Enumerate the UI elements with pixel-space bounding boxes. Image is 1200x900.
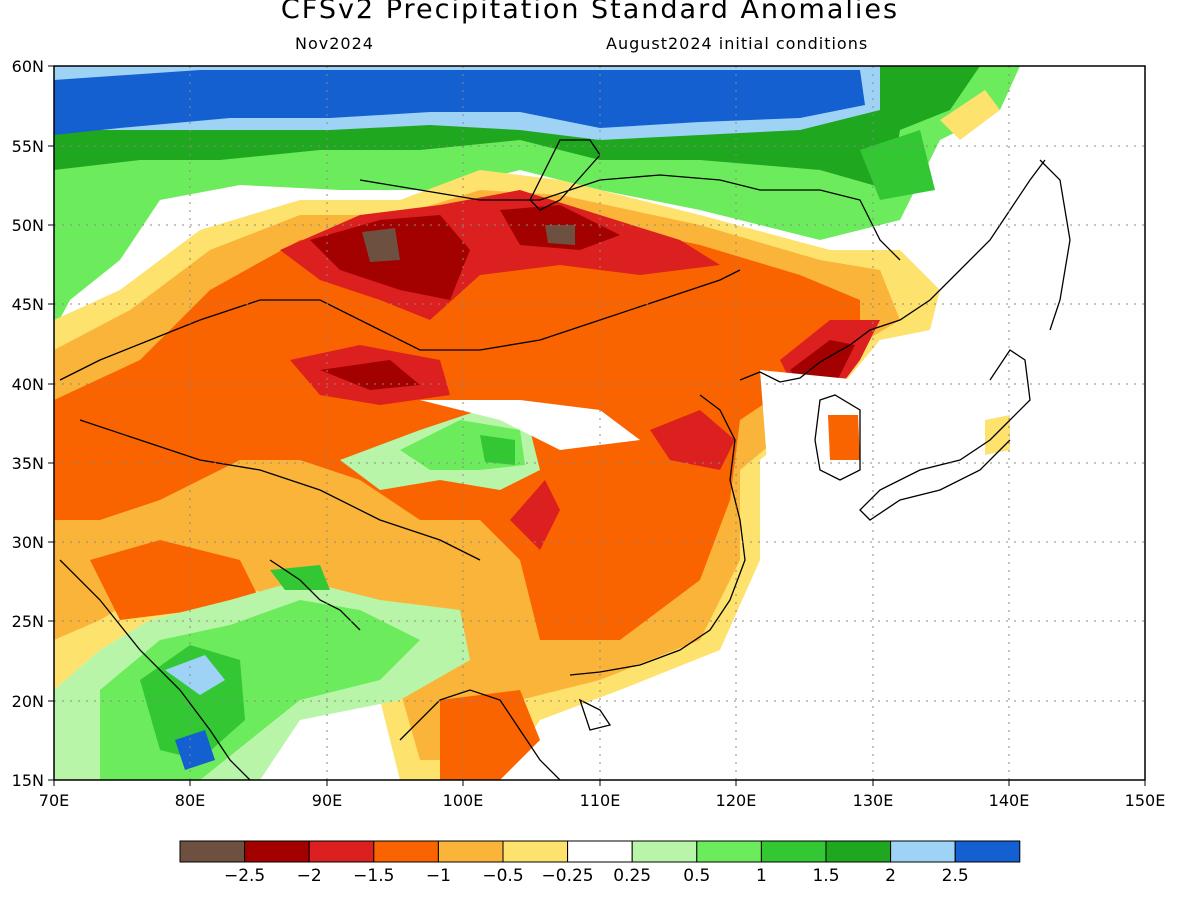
colorbar-swatch bbox=[502, 840, 569, 863]
colorbar-label: −1 bbox=[426, 866, 451, 886]
target-month: Nov2024 bbox=[295, 34, 374, 53]
wet-bangladesh bbox=[270, 565, 330, 590]
lon-tick: 80E bbox=[175, 791, 205, 810]
wet-india-blue bbox=[175, 730, 215, 770]
colorbar-swatch bbox=[308, 840, 375, 863]
colorbar-swatch bbox=[567, 840, 633, 863]
lon-tick: 100E bbox=[443, 791, 484, 810]
map-title: CFSv2 Precipitation Standard Anomalies bbox=[280, 0, 900, 25]
colorbar-swatch bbox=[373, 840, 439, 863]
dry-korea-south bbox=[828, 415, 860, 460]
lat-tick: 25N bbox=[12, 612, 44, 631]
dry-japan-yellow-2 bbox=[940, 90, 1000, 140]
colorbar-label: −1.5 bbox=[353, 866, 394, 886]
dry-brown-2 bbox=[545, 225, 575, 245]
colorbar-label: −0.25 bbox=[542, 866, 594, 886]
colorbar-label: 2 bbox=[885, 866, 896, 886]
lat-tick-labels: 15N 20N 25N 30N 35N 40N 45N 50N 55N 60N bbox=[12, 57, 44, 790]
lat-tick: 50N bbox=[12, 216, 44, 235]
wet-tibet-dark bbox=[480, 435, 515, 465]
colorbar-label: −2 bbox=[297, 866, 322, 886]
colorbar-swatch bbox=[244, 840, 310, 863]
dry-orange-south bbox=[90, 540, 260, 620]
lat-tick: 15N bbox=[12, 771, 44, 790]
colorbar-swatch bbox=[760, 840, 827, 863]
initial-conditions: August2024 initial conditions bbox=[606, 34, 869, 53]
lat-tick: 30N bbox=[12, 533, 44, 552]
colorbar-label: 1 bbox=[756, 866, 767, 886]
lon-tick: 90E bbox=[312, 791, 342, 810]
colorbar-swatch bbox=[437, 840, 504, 863]
graticule bbox=[54, 66, 1145, 780]
lon-tick: 110E bbox=[580, 791, 621, 810]
colorbar-label: 0.5 bbox=[683, 866, 710, 886]
axis-ticks bbox=[48, 65, 1146, 786]
dry-orange-indochina bbox=[440, 690, 540, 780]
anomaly-field bbox=[54, 66, 1145, 780]
colorbar-swatch bbox=[954, 840, 1021, 863]
colorbar-swatch bbox=[631, 840, 698, 863]
lon-tick: 150E bbox=[1125, 791, 1166, 810]
lat-tick: 40N bbox=[12, 375, 44, 394]
colorbar-label: 0.25 bbox=[613, 866, 651, 886]
dry-red-china bbox=[650, 410, 735, 470]
lon-tick-labels: 70E 80E 90E 100E 110E 120E 130E 140E 150… bbox=[39, 791, 1166, 810]
colorbar-label: 2.5 bbox=[942, 866, 969, 886]
wet-siberia-east bbox=[860, 130, 935, 200]
dry-red-sichuan bbox=[510, 480, 560, 550]
colorbar-swatch bbox=[696, 840, 762, 863]
lon-tick: 130E bbox=[853, 791, 894, 810]
colorbar-label: −2.5 bbox=[224, 866, 265, 886]
lat-tick: 60N bbox=[12, 57, 44, 76]
colorbar: −2.5 −2 −1.5 −1 −0.5 −0.25 0.25 0.5 1 1.5 2 2.5 bbox=[179, 840, 1021, 886]
lon-tick: 120E bbox=[716, 791, 757, 810]
lon-tick: 140E bbox=[989, 791, 1030, 810]
coastlines bbox=[59, 139, 1071, 780]
lon-tick: 70E bbox=[39, 791, 69, 810]
colorbar-swatch bbox=[890, 840, 956, 863]
wet-india-blue-light bbox=[165, 655, 225, 695]
siberian-blue bbox=[54, 70, 865, 135]
colorbar-label: 1.5 bbox=[812, 866, 839, 886]
colorbar-label: −0.5 bbox=[482, 866, 523, 886]
lat-tick: 35N bbox=[12, 454, 44, 473]
lat-tick: 55N bbox=[12, 137, 44, 156]
dry-brown bbox=[362, 228, 400, 262]
neutral-white-band bbox=[420, 400, 640, 450]
lat-tick: 45N bbox=[12, 295, 44, 314]
dry-darkred-3 bbox=[320, 360, 420, 390]
colorbar-swatch bbox=[179, 840, 246, 863]
dry-japan-yellow bbox=[985, 415, 1010, 455]
colorbar-swatch bbox=[825, 840, 892, 863]
dry-darkred-korea bbox=[790, 340, 855, 410]
lat-tick: 20N bbox=[12, 692, 44, 711]
